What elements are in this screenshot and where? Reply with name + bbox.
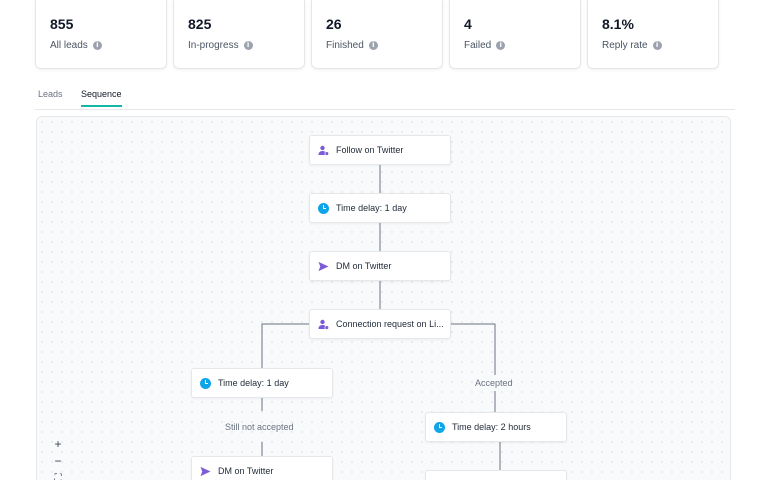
- stat-card-finished[interactable]: 26 Finished i: [311, 0, 443, 69]
- stat-card-reply-rate[interactable]: 8.1% Reply rate i: [587, 0, 719, 69]
- node-label: Follow on Twitter: [336, 145, 404, 155]
- info-icon[interactable]: i: [92, 41, 102, 50]
- node-label: DM on Twitter: [218, 466, 274, 476]
- node-dm-twitter-branch[interactable]: DM on Twitter: [191, 456, 333, 480]
- node-next-step[interactable]: [425, 470, 567, 480]
- tab-leads[interactable]: Leads: [38, 89, 63, 99]
- node-label: Time delay: 1 day: [218, 378, 289, 388]
- clock-icon: [434, 421, 445, 433]
- sequence-canvas[interactable]: [36, 116, 731, 480]
- node-label: Time delay: 1 day: [336, 203, 407, 213]
- stat-value: 26: [326, 16, 342, 32]
- stat-label: In-progress: [188, 40, 239, 51]
- stat-label: Reply rate: [602, 40, 648, 51]
- stat-value: 8.1%: [602, 16, 634, 32]
- node-label: Connection request on Li...: [336, 319, 444, 329]
- info-icon[interactable]: i: [243, 41, 253, 50]
- tab-sequence[interactable]: Sequence: [81, 89, 122, 107]
- stat-label: Failed: [464, 40, 492, 51]
- zoom-out-button[interactable]: −: [54, 454, 62, 468]
- edge-label-still-not-accepted: Still not accepted: [225, 422, 294, 432]
- node-label: Time delay: 2 hours: [452, 422, 531, 432]
- stat-card-in-progress[interactable]: 825 In-progress i: [173, 0, 305, 69]
- send-icon: [318, 261, 329, 272]
- stat-card-failed[interactable]: 4 Failed i: [449, 0, 581, 69]
- node-follow-twitter[interactable]: Follow on Twitter: [309, 135, 451, 165]
- connector-line: [451, 323, 496, 375]
- node-connection-request-linkedin[interactable]: Connection request on Li...: [309, 309, 451, 339]
- stat-label: Finished: [326, 40, 364, 51]
- user-icon: [318, 319, 329, 330]
- stat-label: All leads: [50, 40, 88, 51]
- node-dm-twitter[interactable]: DM on Twitter: [309, 251, 451, 281]
- stat-value: 855: [50, 16, 74, 32]
- info-icon[interactable]: i: [496, 41, 506, 50]
- fit-view-button[interactable]: ⛶: [54, 473, 62, 480]
- send-icon: [200, 466, 211, 477]
- connector-line: [261, 323, 309, 369]
- stats-row: 855 All leads i 825 In-progress i 26 Finis…: [35, 0, 719, 69]
- node-time-delay-1-day[interactable]: Time delay: 1 day: [309, 193, 451, 223]
- stat-value: 4: [464, 16, 472, 32]
- node-time-delay-2-hours[interactable]: Time delay: 2 hours: [425, 412, 567, 442]
- zoom-in-button[interactable]: +: [54, 437, 62, 451]
- clock-icon: [318, 202, 329, 214]
- clock-icon: [200, 377, 211, 389]
- info-icon[interactable]: i: [652, 41, 662, 50]
- tab-bar: Leads Sequence: [35, 86, 735, 110]
- edge-label-accepted: Accepted: [475, 378, 513, 388]
- zoom-controls: + − ⛶: [50, 436, 66, 480]
- info-icon[interactable]: i: [368, 41, 378, 50]
- stat-card-all-leads[interactable]: 855 All leads i: [35, 0, 167, 69]
- node-time-delay-1-day-branch[interactable]: Time delay: 1 day: [191, 368, 333, 398]
- stat-value: 825: [188, 16, 212, 32]
- node-label: DM on Twitter: [336, 261, 392, 271]
- user-icon: [318, 145, 329, 156]
